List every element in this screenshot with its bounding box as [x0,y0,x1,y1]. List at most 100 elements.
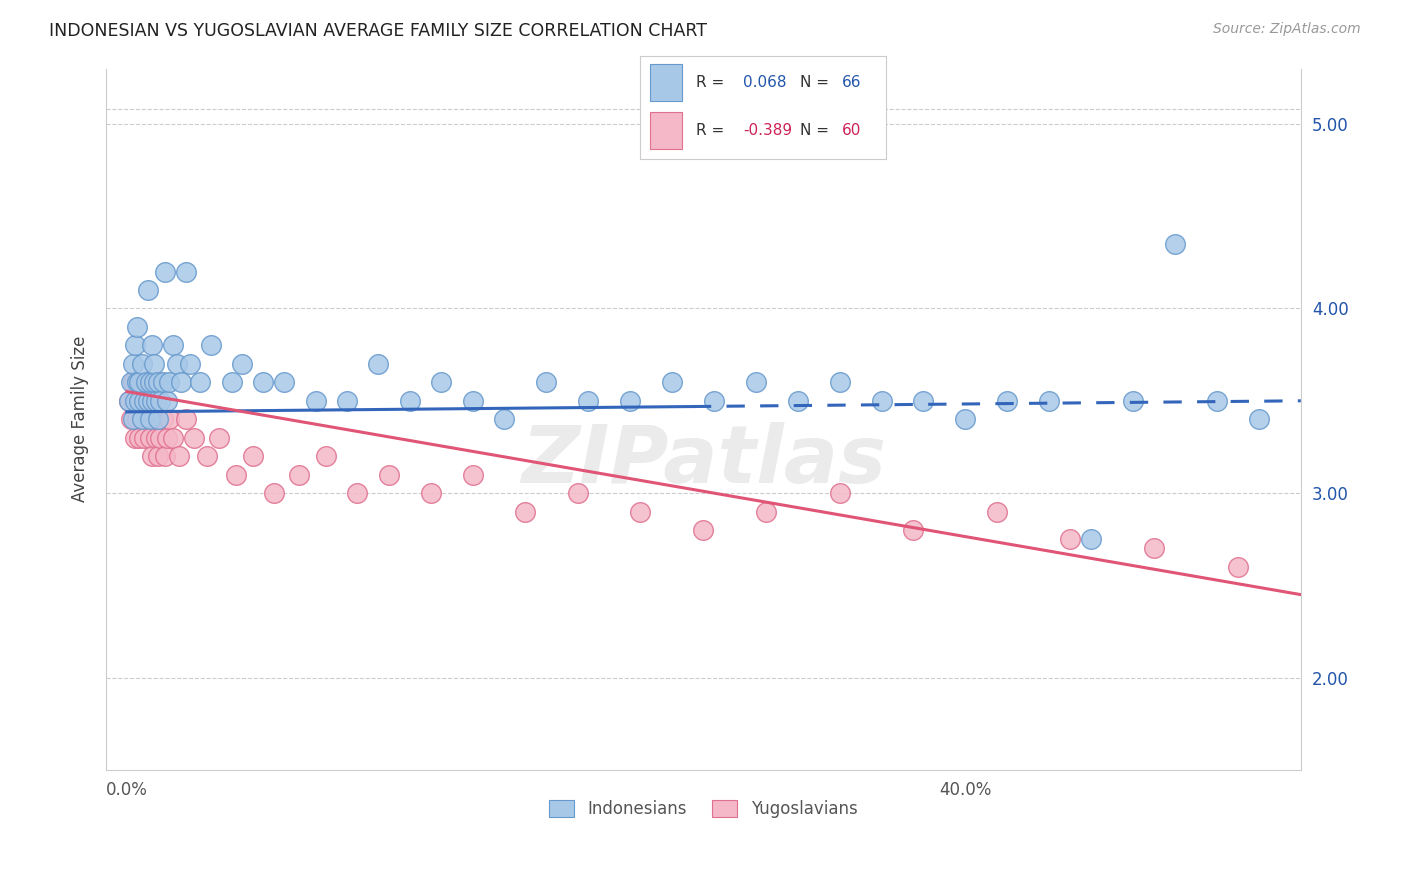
Point [755,504,778,518]
Point [128,393,150,408]
Point [152,412,174,426]
Point [995,393,1018,408]
Point [131,412,153,426]
Point [153,449,176,463]
Point [221,376,243,390]
Point [1059,533,1081,547]
Point [122,357,145,371]
FancyBboxPatch shape [650,112,682,149]
Point [870,393,893,408]
Point [336,393,359,408]
Point [148,412,170,426]
Point [745,376,768,390]
Point [252,376,274,390]
Point [145,431,167,445]
Point [419,486,441,500]
Point [179,357,201,371]
Point [120,412,142,426]
Point [619,393,641,408]
Point [273,376,295,390]
Point [1226,560,1249,574]
Point [157,412,180,426]
Point [156,431,179,445]
Point [1247,412,1270,426]
Point [124,338,146,352]
Point [136,283,159,297]
Text: Source: ZipAtlas.com: Source: ZipAtlas.com [1213,22,1361,37]
Text: -0.389: -0.389 [744,122,792,137]
Point [128,393,150,408]
Point [153,264,176,278]
Point [127,320,149,334]
Point [143,357,166,371]
Point [534,376,557,390]
Point [630,504,652,518]
Point [118,393,141,408]
Point [162,431,184,445]
Point [955,412,977,426]
Point [567,486,589,500]
Point [183,431,205,445]
Point [367,357,389,371]
Point [703,393,725,408]
FancyBboxPatch shape [650,64,682,102]
Text: 66: 66 [841,75,860,90]
Point [149,393,172,408]
Point [242,449,264,463]
Point [346,486,368,500]
Point [141,393,163,408]
Point [141,338,163,352]
Point [157,376,180,390]
Point [148,449,170,463]
Point [131,357,153,371]
Point [461,393,484,408]
Point [399,393,422,408]
Text: N =: N = [800,75,834,90]
Point [188,376,211,390]
Point [169,449,191,463]
Point [141,449,163,463]
Point [139,412,162,426]
Point [200,338,222,352]
Point [661,376,683,390]
Point [828,486,851,500]
Point [124,393,146,408]
Point [315,449,337,463]
Point [127,376,149,390]
Text: INDONESIAN VS YUGOSLAVIAN AVERAGE FAMILY SIZE CORRELATION CHART: INDONESIAN VS YUGOSLAVIAN AVERAGE FAMILY… [49,22,707,40]
Point [148,412,170,426]
Point [225,467,247,482]
Point [1206,393,1229,408]
Point [118,393,141,408]
Point [1080,533,1102,547]
Point [166,357,188,371]
Y-axis label: Average Family Size: Average Family Size [72,336,89,502]
Point [1038,393,1060,408]
Text: R =: R = [696,122,730,137]
Point [127,376,149,390]
Point [139,376,162,390]
Point [1395,560,1406,574]
Point [139,393,162,408]
Point [128,376,150,390]
Point [145,393,167,408]
Point [131,412,153,426]
Point [124,393,146,408]
Point [143,412,166,426]
Point [828,376,851,390]
Point [122,376,145,390]
Point [174,264,197,278]
Point [1143,541,1166,556]
Text: 60: 60 [841,122,860,137]
Point [120,376,142,390]
Point [378,467,401,482]
Point [901,523,924,537]
Point [430,376,453,390]
Point [692,523,714,537]
Point [576,393,599,408]
Point [156,393,179,408]
Point [122,412,145,426]
Point [148,376,170,390]
Point [152,376,174,390]
Point [124,431,146,445]
